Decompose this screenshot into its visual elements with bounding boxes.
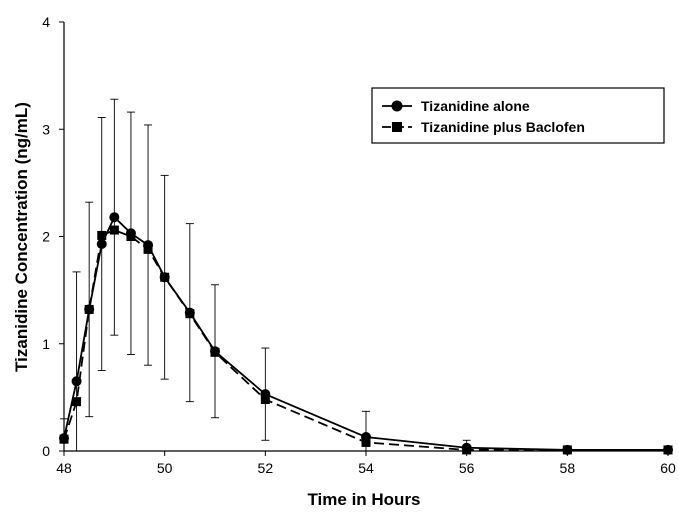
y-tick-label: 4 — [42, 14, 50, 30]
data-point-2 — [562, 445, 572, 455]
data-point-2 — [160, 272, 170, 282]
tick-labels: 48 50 52 54 56 58 60 0 1 2 3 4 — [42, 14, 676, 476]
x-tick-label: 50 — [157, 460, 173, 476]
data-point-2 — [72, 397, 82, 407]
legend-marker-1 — [391, 100, 403, 112]
x-tick-label: 48 — [56, 460, 72, 476]
x-tick-label: 52 — [258, 460, 274, 476]
data-point-2 — [84, 304, 94, 314]
data-point-2 — [210, 347, 220, 357]
y-tick-label: 3 — [42, 121, 50, 137]
x-tick-label: 56 — [459, 460, 475, 476]
y-axis-title: Tizanidine Concentration (ng/mL) — [12, 102, 31, 372]
data-point-2 — [260, 395, 270, 405]
data-point-2 — [126, 232, 136, 241]
data-point-1 — [96, 239, 107, 250]
data-point-1 — [71, 376, 82, 387]
data-point-2 — [361, 437, 371, 447]
data-point-2 — [185, 309, 195, 319]
legend-label-2: Tizanidine plus Baclofen — [421, 119, 585, 135]
data-point-2 — [109, 225, 119, 235]
x-tick-label: 54 — [358, 460, 374, 476]
x-axis-title: Time in Hours — [307, 490, 420, 509]
legend-box — [371, 87, 665, 144]
axes — [59, 21, 669, 456]
error-bars — [60, 98, 672, 452]
y-tick-label: 2 — [42, 229, 50, 245]
data-point-1 — [109, 212, 120, 223]
y-tick-label: 0 — [42, 443, 50, 459]
legend-label-1: Tizanidine alone — [421, 98, 530, 114]
data-point-2 — [663, 445, 673, 455]
legend: Tizanidine alone Tizanidine plus Baclofe… — [371, 87, 665, 144]
legend-marker-2 — [392, 122, 402, 132]
data-point-2 — [97, 230, 107, 240]
data-point-2 — [462, 445, 472, 455]
x-tick-label: 58 — [560, 460, 576, 476]
data-point-2 — [143, 244, 153, 254]
y-tick-label: 1 — [42, 336, 50, 352]
x-tick-label: 60 — [660, 460, 676, 476]
